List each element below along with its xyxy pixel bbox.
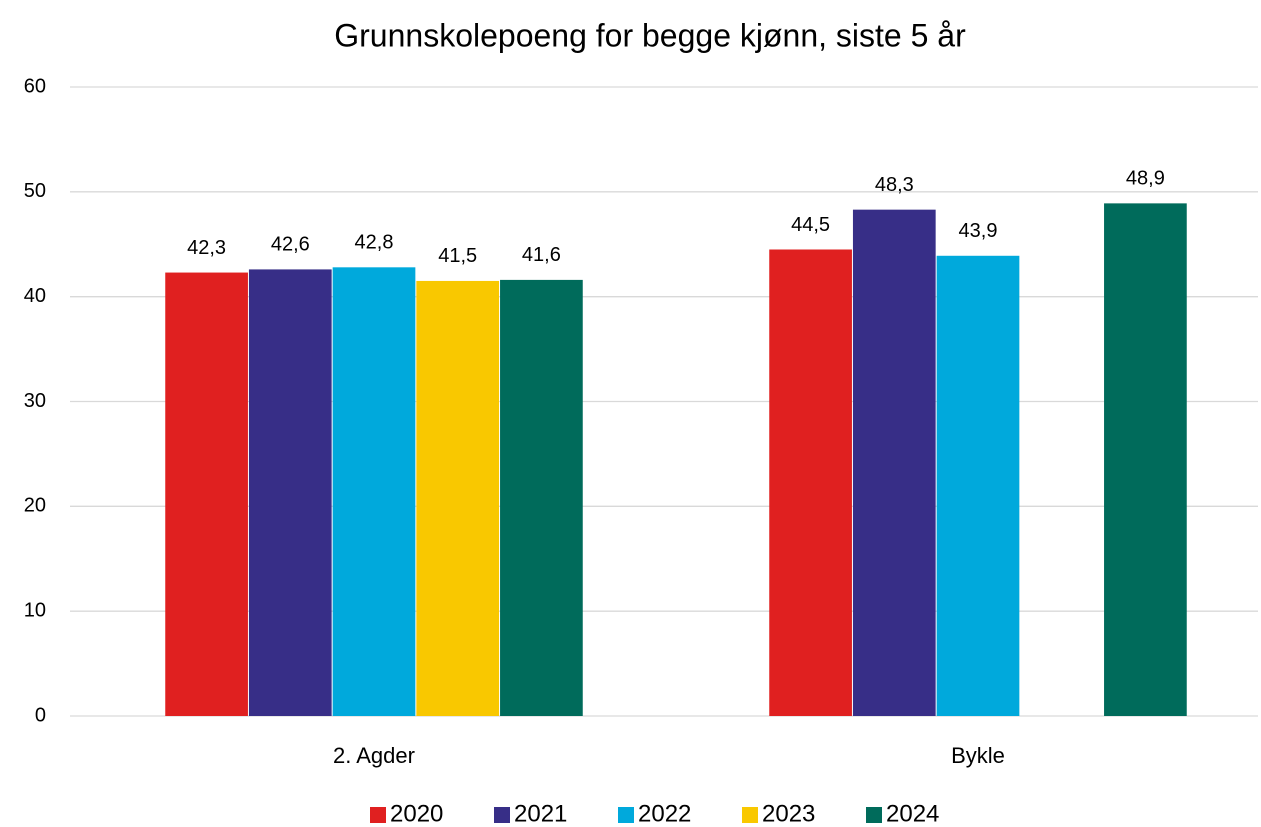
y-tick-label: 50: [24, 180, 46, 202]
y-tick-label: 30: [24, 390, 46, 412]
value-label: 42,6: [271, 234, 310, 256]
value-label: 42,3: [187, 237, 226, 259]
value-label: 44,5: [791, 214, 830, 236]
value-label: 48,9: [1126, 168, 1165, 190]
bar: [500, 279, 583, 716]
bar: [1104, 203, 1187, 717]
bar: [936, 255, 1020, 716]
value-label: 48,3: [875, 174, 914, 196]
chart-title: Grunnskolepoeng for begge kjønn, siste 5…: [334, 17, 966, 53]
legend-label: 2021: [514, 800, 567, 827]
legend-swatch: [742, 807, 758, 823]
value-label: 41,6: [522, 244, 561, 266]
y-tick-label: 60: [24, 75, 46, 97]
x-tick-label: Bykle: [951, 743, 1005, 768]
y-tick-label: 10: [24, 599, 46, 621]
legend-label: 2022: [638, 800, 691, 827]
legend-label: 2020: [390, 800, 443, 827]
bar: [248, 269, 332, 716]
legend-swatch: [494, 807, 510, 823]
bar: [332, 267, 416, 716]
legend-swatch: [618, 807, 634, 823]
bar: [165, 272, 248, 716]
legend-swatch: [866, 807, 882, 823]
legend-label: 2023: [762, 800, 815, 827]
bar: [852, 209, 936, 716]
bar: [416, 280, 500, 716]
value-label: 43,9: [959, 220, 998, 242]
legend-swatch: [370, 807, 386, 823]
bar: [769, 249, 852, 716]
value-label: 41,5: [438, 245, 477, 267]
value-label: 42,8: [355, 232, 394, 254]
x-tick-label: 2. Agder: [333, 743, 415, 768]
y-tick-label: 20: [24, 495, 46, 517]
y-tick-label: 40: [24, 285, 46, 307]
y-tick-label: 0: [35, 704, 46, 726]
legend-label: 2024: [886, 800, 939, 827]
